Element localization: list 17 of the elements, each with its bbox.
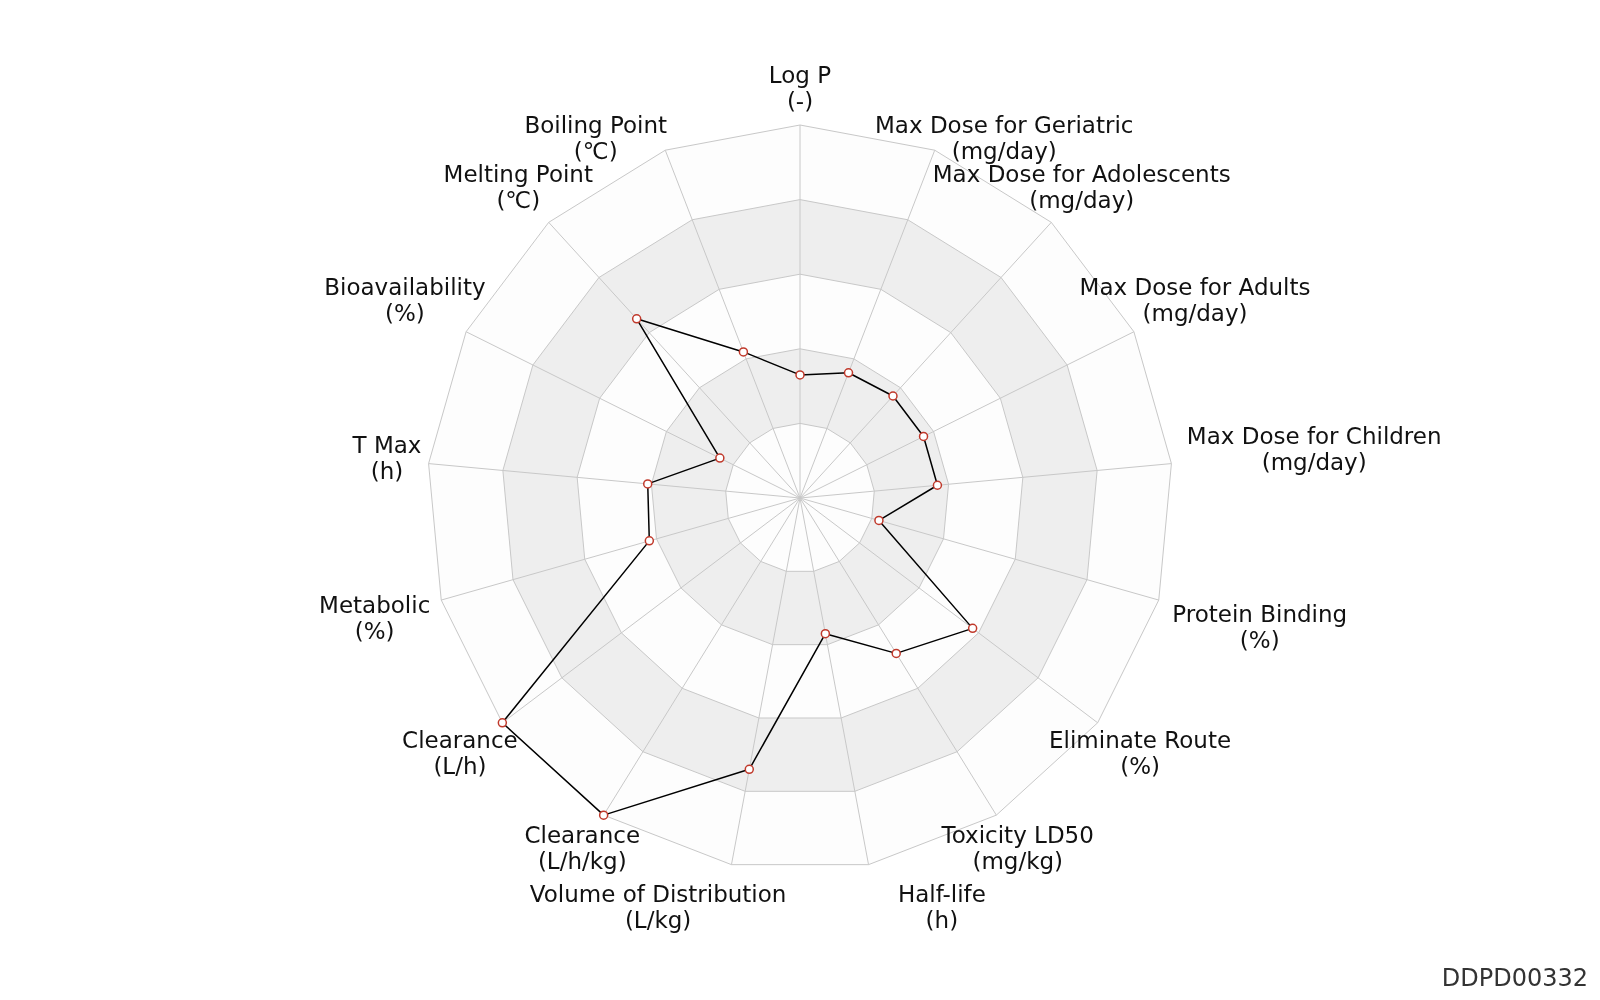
spoke-label: Metabolic (%)	[319, 591, 431, 644]
spoke-label: Bioavailability (%)	[324, 273, 486, 326]
spoke-label: Log P (-)	[768, 61, 832, 114]
spoke-label: Volume of Distribution (L/kg)	[529, 881, 787, 934]
spoke-label: Melting Point (℃)	[443, 161, 593, 214]
spoke-label: Clearance (L/h/kg)	[524, 822, 641, 875]
spoke-label: Toxicity LD50 (mg/kg)	[940, 822, 1094, 875]
spoke-label: Max Dose for Adults (mg/day)	[1079, 273, 1311, 326]
spoke-label: Max Dose for Children (mg/day)	[1186, 422, 1442, 475]
spoke-label: Half-life (h)	[897, 881, 986, 934]
spoke-label: Protein Binding (%)	[1172, 601, 1348, 654]
spoke-label: Eliminate Route (%)	[1049, 727, 1232, 780]
text: DDPD00332	[1441, 964, 1588, 992]
spoke-label: Max Dose for Geriatric (mg/day)	[875, 111, 1134, 164]
spoke-label: Boiling Point (℃)	[524, 111, 668, 164]
spoke-label: Clearance (L/h)	[402, 727, 518, 780]
spoke-label: T Max (h)	[351, 432, 422, 485]
